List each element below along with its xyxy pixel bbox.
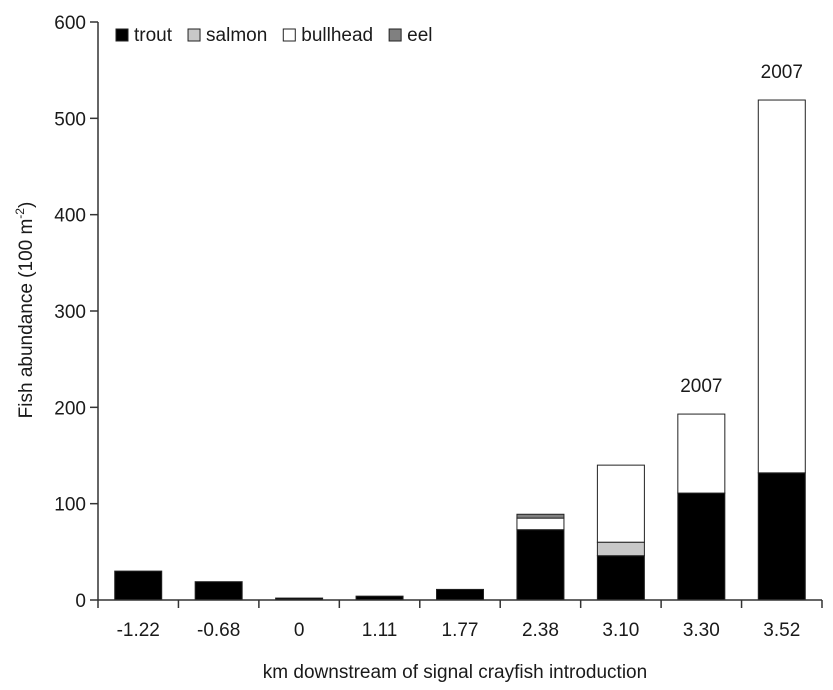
- legend-label-trout: trout: [134, 25, 173, 46]
- x-tick-label-1.11: 1.11: [362, 620, 398, 641]
- legend-swatch-salmon: [187, 28, 201, 42]
- bar-trout-2.38: [516, 529, 565, 601]
- bar-trout-3.52: [757, 472, 806, 601]
- legend-label-salmon: salmon: [206, 25, 267, 46]
- legend-label-eel: eel: [407, 25, 432, 46]
- y-tick-label-100: 100: [54, 495, 86, 516]
- y-tick-label-400: 400: [54, 206, 86, 227]
- legend-swatch-bullhead: [282, 28, 296, 42]
- bar-trout-1.77: [436, 588, 484, 601]
- legend: trout salmon bullhead eel: [115, 25, 432, 46]
- y-tick-label-200: 200: [54, 398, 86, 419]
- bar-trout--0.68: [194, 581, 243, 601]
- y-tick-label-0: 0: [75, 591, 86, 612]
- bar-trout--1.22: [114, 570, 163, 601]
- x-tick-label-3.30: 3.30: [683, 620, 720, 641]
- x-tick-label-2.38: 2.38: [522, 620, 559, 641]
- x-tick-label-0: 0: [294, 620, 305, 641]
- bar-trout-3.10: [596, 555, 645, 601]
- y-tick-label-600: 600: [54, 13, 86, 34]
- y-axis-title-superscript: -2: [13, 208, 27, 219]
- x-tick-label--1.22: -1.22: [117, 620, 160, 641]
- y-tick-label-500: 500: [54, 109, 86, 130]
- annotations-group: 2007 2007: [680, 62, 803, 397]
- bar-salmon-3.10: [596, 541, 645, 557]
- x-axis-title: km downstream of signal crayfish introdu…: [263, 662, 647, 683]
- bar-bullhead-3.10: [596, 464, 645, 543]
- legend-swatch-trout: [115, 28, 129, 42]
- x-tick-label-3.10: 3.10: [602, 620, 639, 641]
- annotation-3.52: 2007: [761, 62, 803, 83]
- bar-bullhead-2.38: [516, 517, 565, 531]
- y-axis: 0 100 200 300 400 500 600: [54, 13, 99, 612]
- x-tick-label-3.52: 3.52: [763, 620, 800, 641]
- y-axis-title: Fish abundance (100 m-2): [13, 202, 37, 419]
- x-tick-label--0.68: -0.68: [197, 620, 240, 641]
- y-axis-title-main: Fish abundance (100 m: [16, 219, 37, 419]
- legend-label-bullhead: bullhead: [301, 25, 373, 46]
- bar-bullhead-3.30: [677, 413, 726, 494]
- bars-group: [114, 99, 806, 601]
- y-axis-title-close: ): [16, 202, 37, 208]
- legend-swatch-eel: [388, 28, 402, 42]
- bar-bullhead-3.52: [757, 99, 806, 474]
- bar-trout-3.30: [677, 492, 726, 601]
- annotation-3.30: 2007: [680, 376, 722, 397]
- x-tick-label-1.77: 1.77: [442, 620, 479, 641]
- y-tick-label-300: 300: [54, 302, 86, 323]
- bar-eel-2.38: [516, 513, 565, 519]
- x-axis: -1.22 -0.68 0 1.11 1.77 2.38 3.10 3.30 3.52: [97, 599, 823, 641]
